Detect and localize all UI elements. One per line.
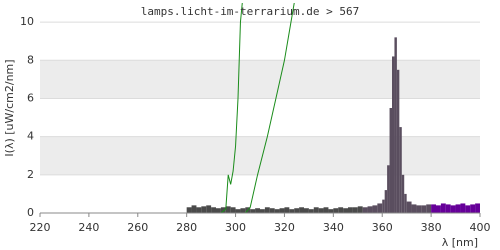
spectrum-bar xyxy=(460,203,466,213)
spectrum-bar xyxy=(421,205,427,213)
x-tick-label: 380 xyxy=(421,221,442,234)
spectrum-bar xyxy=(191,205,197,213)
grid-band xyxy=(40,136,480,175)
spectrum-bar xyxy=(308,209,314,213)
y-tick-label: 2 xyxy=(27,168,34,181)
x-tick-label: 300 xyxy=(225,221,246,234)
y-axis-label: I(λ) [uW/cm2/nm] xyxy=(3,59,16,156)
spectrum-bar xyxy=(440,203,446,213)
action-curve xyxy=(186,3,243,213)
spectrum-bar xyxy=(338,207,344,213)
spectrum-bar xyxy=(389,108,392,213)
y-tick-label: 10 xyxy=(20,15,34,28)
spectrum-bar xyxy=(382,199,385,213)
spectrum-bar xyxy=(362,207,368,213)
grid xyxy=(39,21,481,217)
x-tick-label: 220 xyxy=(30,221,51,234)
spectrum-bar xyxy=(260,209,265,213)
plot-area xyxy=(186,3,485,213)
spectrum-bar xyxy=(387,165,390,213)
spectrum-bar xyxy=(284,207,290,213)
spectrum-bar xyxy=(343,208,348,213)
spectrum-bar xyxy=(299,207,304,213)
action-curve xyxy=(186,3,295,213)
spectrum-bar xyxy=(352,207,358,213)
spectrum-bar xyxy=(475,203,480,213)
spectrum-bar xyxy=(289,209,295,213)
x-tick-label: 340 xyxy=(323,221,344,234)
spectrum-bar xyxy=(411,204,417,213)
spectrum-bar xyxy=(450,205,456,213)
spectrum-bar xyxy=(384,190,388,213)
spectrum-bar xyxy=(416,205,422,213)
grid-bands xyxy=(40,60,480,175)
x-axis-label: λ [nm] xyxy=(442,236,478,249)
spectrum-bar xyxy=(401,174,405,213)
spectrum-bar xyxy=(328,209,334,213)
spectrum-bar xyxy=(250,209,256,213)
spectrum-bar xyxy=(455,204,461,213)
spectrum-bar xyxy=(216,208,221,213)
spectrum-bar xyxy=(279,208,285,213)
x-tick-label: 320 xyxy=(274,221,295,234)
x-tick-label: 400 xyxy=(470,221,491,234)
spectrum-bar xyxy=(196,207,202,213)
spectrum-bar xyxy=(264,207,270,213)
chart-title: lamps.licht-im-terrarium.de > 567 xyxy=(141,5,360,18)
spectrum-bar xyxy=(357,206,363,213)
spectrum-bar xyxy=(201,206,207,213)
y-tick-label: 0 xyxy=(27,206,34,219)
spectrum-bar xyxy=(294,208,300,213)
spectrum-bar xyxy=(225,206,231,213)
x-tick-label: 260 xyxy=(127,221,148,234)
spectrum-bar xyxy=(211,207,216,213)
spectrum-bar xyxy=(392,56,395,213)
spectrum-bar xyxy=(269,208,275,213)
spectrum-bar xyxy=(186,207,192,213)
spectrum-bar xyxy=(406,201,412,213)
spectrum-bar xyxy=(274,209,280,213)
grid-band xyxy=(40,60,480,99)
spectrum-bar xyxy=(313,207,319,213)
spectrum-bar xyxy=(399,127,402,213)
spectrum-bar xyxy=(318,208,324,213)
y-tick-label: 6 xyxy=(27,91,34,104)
x-tick-label: 360 xyxy=(372,221,393,234)
spectrum-bar xyxy=(220,207,226,213)
spectrum-bar xyxy=(377,203,383,213)
spectrum-bar xyxy=(445,204,451,213)
spectrum-bar xyxy=(367,206,373,213)
spectrum-bar xyxy=(230,207,236,213)
x-tick-label: 240 xyxy=(78,221,99,234)
spectrum-bar xyxy=(480,202,485,213)
spectrum-bar xyxy=(240,208,246,213)
y-tick-label: 4 xyxy=(27,130,34,143)
spectrum-bar xyxy=(431,204,436,213)
spectrum-bar xyxy=(206,205,212,213)
spectrum-bar xyxy=(304,208,309,213)
spectrum-bar xyxy=(372,205,378,213)
spectrum-bar xyxy=(235,209,241,213)
spectrum-bar xyxy=(426,204,432,213)
spectrum-bar xyxy=(348,207,353,213)
y-tick-label: 8 xyxy=(27,53,34,66)
x-tick-label: 280 xyxy=(176,221,197,234)
spectrum-bar xyxy=(255,208,260,213)
spectrum-bar xyxy=(404,193,407,213)
spectrum-bar xyxy=(436,205,441,213)
spectrum-bar xyxy=(470,204,476,213)
spectrum-bar xyxy=(323,207,329,213)
spectrum-bar xyxy=(394,37,397,213)
spectrum-bar xyxy=(333,208,339,213)
spectrum-bar xyxy=(465,205,471,213)
spectrum-bar xyxy=(396,69,400,213)
